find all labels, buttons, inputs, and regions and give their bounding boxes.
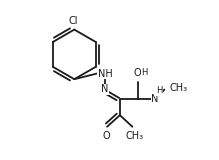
Text: N: N [101,84,109,94]
Text: O: O [102,131,110,140]
Text: CH₃: CH₃ [125,131,144,141]
Text: NH: NH [98,69,112,79]
Text: H: H [141,68,148,77]
Text: N: N [151,94,159,104]
Text: CH₃: CH₃ [169,83,187,93]
Text: O: O [133,68,141,78]
Text: Cl: Cl [69,16,78,26]
Text: H: H [156,86,162,95]
